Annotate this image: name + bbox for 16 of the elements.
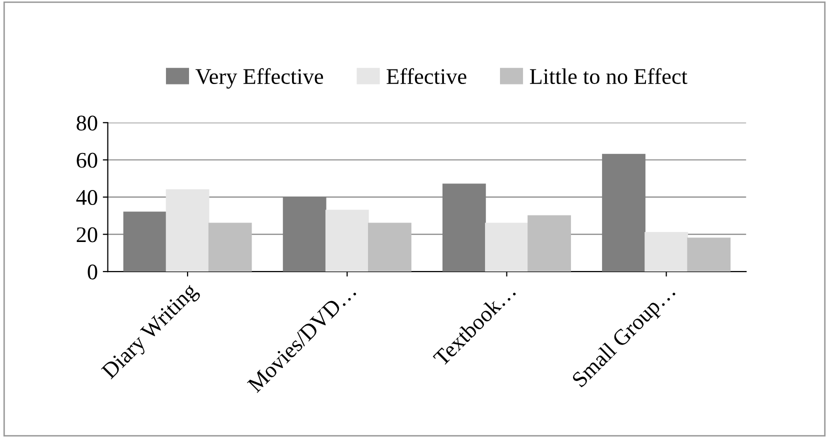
bar	[325, 210, 369, 272]
bar	[528, 215, 571, 272]
legend-label: Effective	[386, 68, 466, 84]
y-tick-label: 20	[76, 227, 98, 242]
y-tick-label: 60	[76, 152, 98, 168]
y-tick-label: 0	[88, 264, 98, 280]
bar	[687, 238, 731, 272]
y-tick-label: 40	[76, 190, 98, 206]
bar	[644, 232, 688, 272]
bar	[208, 222, 252, 272]
bar	[485, 222, 528, 272]
legend-label: Little to no Effect	[530, 68, 688, 84]
bar	[166, 189, 210, 272]
y-tick-label: 80	[76, 116, 98, 131]
bar	[368, 222, 412, 272]
legend-label: Very Effective	[196, 68, 324, 89]
